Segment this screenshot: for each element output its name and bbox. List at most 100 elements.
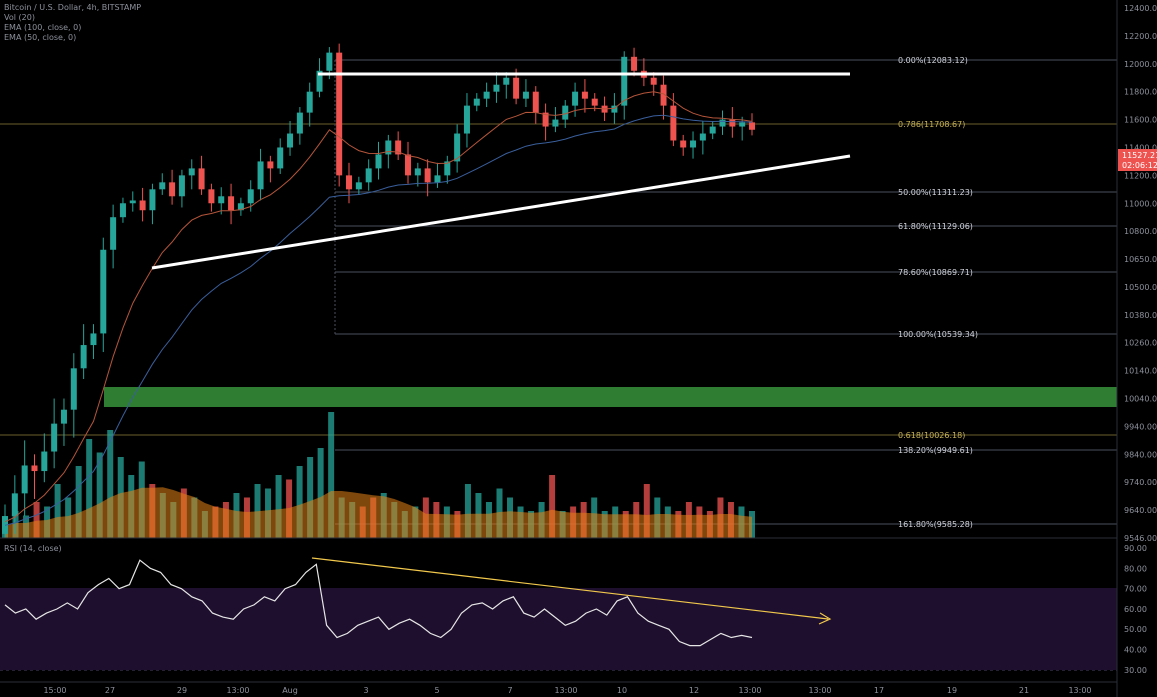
candle-body bbox=[444, 161, 451, 176]
candle-body bbox=[365, 168, 372, 183]
candle-body bbox=[552, 119, 559, 127]
candle-body bbox=[650, 77, 657, 85]
candle-body bbox=[503, 77, 510, 85]
candle-body bbox=[729, 119, 736, 127]
volume-bar bbox=[296, 466, 303, 538]
time-tick-label: 3 bbox=[363, 686, 368, 695]
price-tick-label: 9940.00 bbox=[1124, 422, 1157, 431]
candle-body bbox=[621, 56, 628, 106]
candle-body bbox=[699, 133, 706, 141]
time-tick-label: 13:00 bbox=[738, 686, 761, 695]
price-axis[interactable]: 12400.00 12200.00 12000.00 11800.00 11600.00… bbox=[1124, 4, 1157, 543]
price-tick-label: 9640.00 bbox=[1124, 506, 1157, 515]
candle-body bbox=[336, 52, 343, 176]
fib-level-label: 138.20%(9949.61) bbox=[898, 446, 973, 455]
candle-body bbox=[581, 91, 588, 99]
fib-level-label: 0.786(11708.67) bbox=[898, 120, 965, 129]
candle-body bbox=[316, 70, 323, 92]
candle-body bbox=[247, 189, 254, 204]
candle-body bbox=[119, 203, 126, 218]
candle-body bbox=[169, 182, 176, 197]
candle-body bbox=[680, 140, 687, 148]
candle-body bbox=[532, 91, 539, 113]
ema50-indicator-label[interactable]: EMA (50, close, 0) bbox=[4, 33, 77, 42]
price-tick-label: 12400.00 bbox=[1124, 4, 1157, 13]
ema50-line bbox=[4, 91, 753, 523]
price-tick-label: 11800.00 bbox=[1124, 88, 1157, 97]
candle-body bbox=[159, 182, 166, 190]
price-tick-label: 10040.00 bbox=[1124, 395, 1157, 404]
rsi-arrowhead bbox=[818, 612, 832, 625]
candle-body bbox=[670, 105, 677, 141]
candle-body bbox=[149, 189, 156, 211]
candle-body bbox=[424, 168, 431, 183]
rising-trendline bbox=[151, 154, 851, 270]
time-axis[interactable]: 15:00 27 29 13:00 Aug 3 5 7 13:00 10 12 13:00 13:00 1… bbox=[43, 686, 1091, 695]
rsi-tick-label: 70.00 bbox=[1124, 585, 1147, 594]
rsi-tick-label: 60.00 bbox=[1124, 605, 1147, 614]
time-tick-label: 13:00 bbox=[554, 686, 577, 695]
volume-bar bbox=[75, 466, 82, 538]
candle-body bbox=[719, 119, 726, 127]
time-tick-label: 21 bbox=[1019, 686, 1029, 695]
fib-level-label: 100.00%(10539.34) bbox=[898, 330, 978, 339]
candle-body bbox=[31, 465, 38, 472]
price-tick-label: 10380.00 bbox=[1124, 311, 1157, 320]
time-tick-label: 10 bbox=[617, 686, 627, 695]
candle-body bbox=[463, 105, 470, 134]
price-tick-label: 10650.00 bbox=[1124, 255, 1157, 264]
rsi-divergence-line bbox=[311, 557, 829, 620]
candle-body bbox=[208, 189, 215, 204]
volume-ma-area bbox=[5, 487, 752, 538]
candles bbox=[2, 43, 755, 538]
vol-indicator-label[interactable]: Vol (20) bbox=[4, 13, 35, 22]
rsi-line bbox=[4, 559, 753, 647]
candle-body bbox=[690, 140, 697, 148]
rsi-tick-label: 90.00 bbox=[1124, 544, 1147, 553]
candle-body bbox=[21, 465, 28, 494]
candle-body bbox=[129, 200, 136, 204]
candle-body bbox=[591, 98, 598, 106]
time-tick-label: 13:00 bbox=[808, 686, 831, 695]
candle-body bbox=[287, 133, 294, 148]
candle-body bbox=[404, 154, 411, 176]
candle-body bbox=[749, 122, 755, 130]
time-tick-label: 12 bbox=[689, 686, 699, 695]
candle-body bbox=[296, 112, 303, 134]
candle-body bbox=[522, 91, 529, 99]
candle-body bbox=[434, 175, 441, 183]
current-price-label: 11527.21 bbox=[1122, 151, 1157, 160]
volume-bar bbox=[107, 430, 114, 538]
candle-body bbox=[11, 493, 18, 517]
rsi-axis[interactable]: 90.00 80.00 70.00 60.00 50.00 40.00 30.00 bbox=[1124, 544, 1147, 675]
volume-bar bbox=[328, 412, 335, 538]
candle-body bbox=[493, 84, 500, 92]
price-tick-label: 9546.00 bbox=[1124, 534, 1157, 543]
support-zone bbox=[104, 387, 1117, 407]
volume-bar bbox=[33, 502, 40, 538]
price-tick-label: 12000.00 bbox=[1124, 60, 1157, 69]
candle-body bbox=[355, 182, 362, 190]
rsi-tick-label: 50.00 bbox=[1124, 625, 1147, 634]
volume-bar bbox=[307, 457, 314, 538]
candle-body bbox=[326, 52, 333, 71]
rsi-tick-label: 80.00 bbox=[1124, 564, 1147, 573]
candle-body bbox=[257, 161, 264, 190]
rsi-tick-label: 40.00 bbox=[1124, 646, 1147, 655]
price-tick-label: 10140.00 bbox=[1124, 367, 1157, 376]
candle-body bbox=[70, 368, 77, 410]
volume-bar bbox=[317, 448, 324, 538]
candle-body bbox=[375, 154, 382, 169]
rsi-indicator-label[interactable]: RSI (14, close) bbox=[4, 544, 62, 553]
fib-level-label: 161.80%(9585.28) bbox=[898, 520, 973, 529]
rsi-tick-label: 30.00 bbox=[1124, 666, 1147, 675]
candle-body bbox=[188, 168, 195, 176]
time-tick-label: 7 bbox=[507, 686, 512, 695]
candle-body bbox=[611, 105, 618, 113]
candle-body bbox=[454, 133, 461, 162]
candle-body bbox=[139, 200, 146, 211]
time-tick-label: 27 bbox=[105, 686, 115, 695]
volume-bar bbox=[96, 452, 103, 538]
ema100-indicator-label[interactable]: EMA (100, close, 0) bbox=[4, 23, 82, 32]
